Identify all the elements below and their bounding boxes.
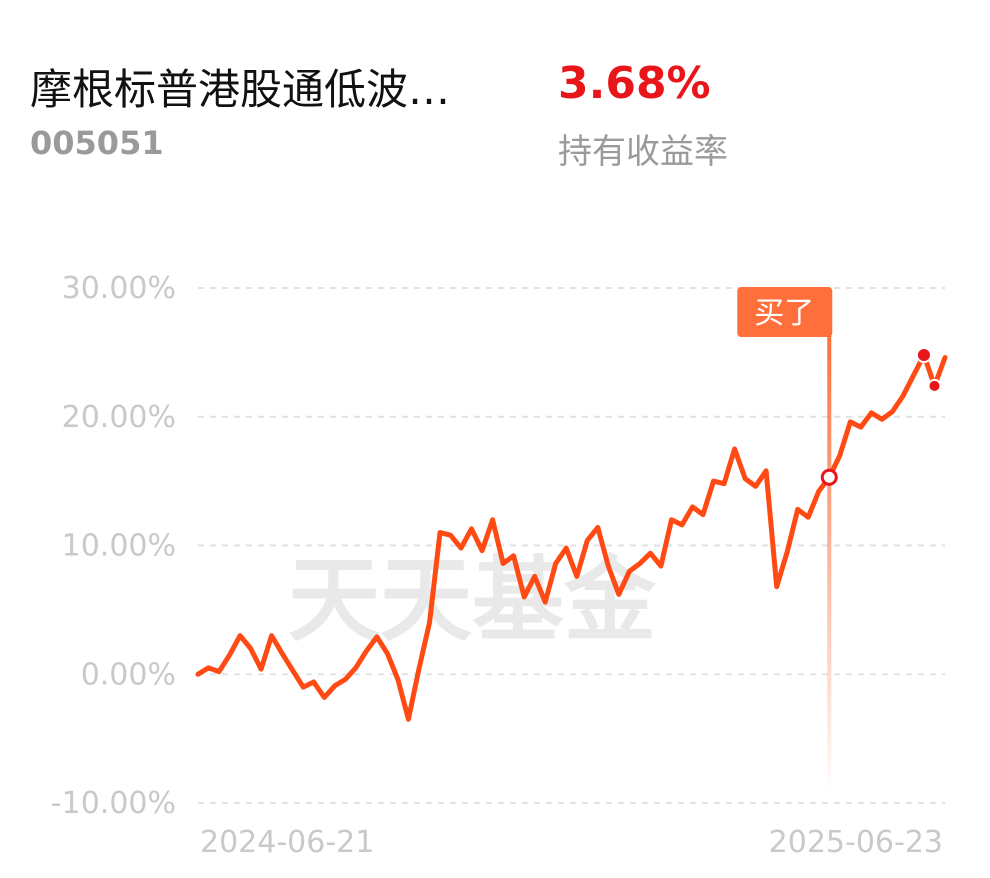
holding-return-label: 持有收益率 (558, 132, 728, 172)
y-tick-label: -10.00% (51, 786, 176, 821)
series-line-group (195, 352, 948, 722)
x-tick-label: 2025-06-23 (769, 825, 943, 860)
x-axis-ticks: 2024-06-21 2025-06-23 (200, 825, 943, 860)
watermark: 天天基金 (288, 546, 657, 654)
y-tick-label: 20.00% (62, 400, 176, 435)
series-line (195, 352, 948, 722)
holding-return-value: 3.68% (558, 58, 711, 109)
y-tick-label: 30.00% (62, 271, 176, 306)
buy-point (820, 468, 838, 486)
fund-code: 005051 (30, 124, 164, 162)
y-axis-ticks: 30.00% 20.00% 10.00% 0.00% -10.00% (51, 271, 176, 821)
markers (820, 346, 942, 486)
buy-label-box (737, 287, 833, 337)
x-tick-label: 2024-06-21 (200, 825, 374, 860)
y-tick-label: 0.00% (81, 657, 176, 692)
event-point (927, 378, 942, 393)
buy-annotation[interactable]: 买了 (737, 287, 833, 796)
buy-marker-line (827, 336, 832, 796)
event-point (915, 346, 932, 363)
buy-label: 买了 (754, 296, 814, 331)
fund-name: 摩根标普港股通低波… (30, 65, 451, 114)
y-tick-label: 10.00% (62, 529, 176, 564)
gridlines (198, 287, 945, 804)
